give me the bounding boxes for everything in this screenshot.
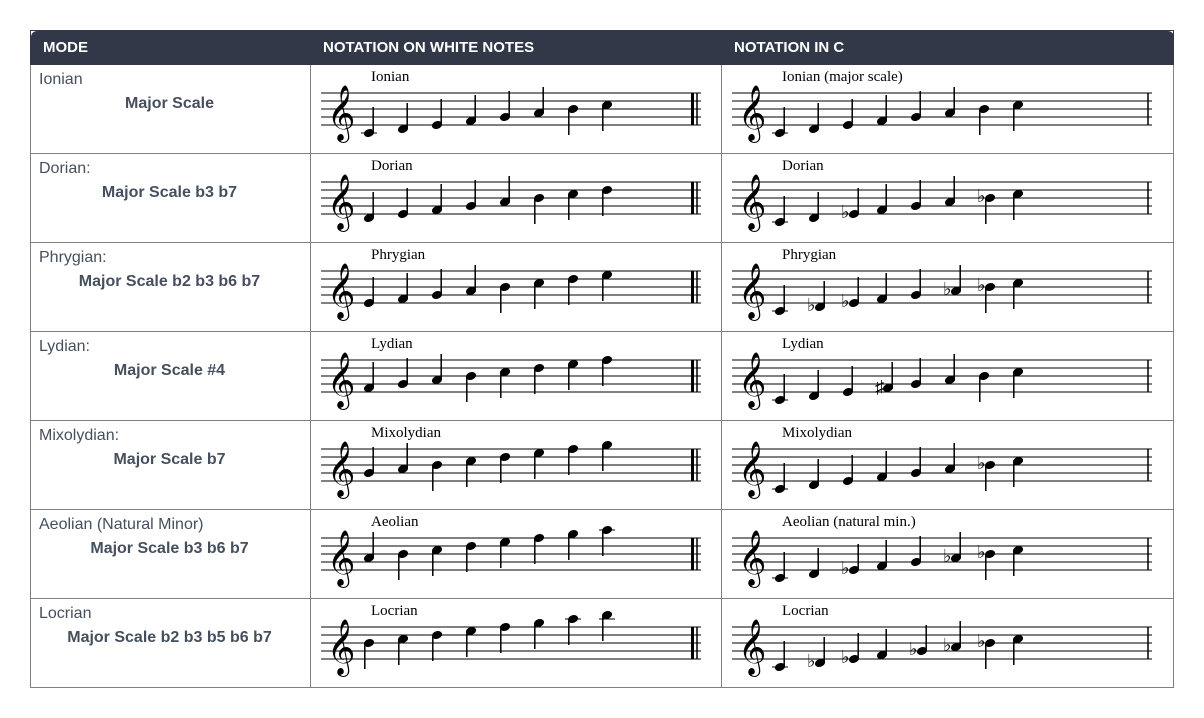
table-row: Aeolian (Natural Minor) Major Scale b3 b6… [31,510,1174,599]
svg-text:♭: ♭ [807,295,816,315]
mode-formula: Major Scale [39,95,300,113]
svg-text:♭: ♭ [977,631,986,651]
staff-label: Lydian [369,336,415,353]
notation-in-c-cell: Dorian 𝄞 ♭ ♭ [722,154,1174,243]
staff-label: Phrygian [780,247,838,264]
mode-name: Ionian [39,71,300,89]
mode-cell: Mixolydian: Major Scale b7 [31,421,311,510]
svg-text:𝄞: 𝄞 [327,620,355,677]
svg-text:𝄞: 𝄞 [738,442,766,499]
staff-label: Locrian [780,603,831,620]
svg-text:♯: ♯ [875,377,884,397]
mode-formula: Major Scale b2 b3 b5 b6 b7 [39,629,300,647]
col-header-mode: MODE [31,31,311,65]
mode-cell: Phrygian: Major Scale b2 b3 b6 b7 [31,243,311,332]
table-header-row: MODE NOTATION ON WHITE NOTES NOTATION IN… [31,31,1174,65]
svg-text:♭: ♭ [977,275,986,295]
notation-white-cell: Mixolydian 𝄞 [311,421,722,510]
notation-white-cell: Lydian 𝄞 [311,332,722,421]
table-row: Lydian: Major Scale #4 Lydian 𝄞 Lydian 𝄞 ♯ [31,332,1174,421]
notation-white-cell: Ionian 𝄞 [311,65,722,154]
mode-formula: Major Scale b3 b7 [39,184,300,202]
notation-white-cell: Phrygian 𝄞 [311,243,722,332]
table-row: Dorian: Major Scale b3 b7 Dorian 𝄞 Dorian 𝄞 ♭ ♭ [31,154,1174,243]
mode-name: Lydian: [39,338,300,356]
notation-white-cell: Aeolian 𝄞 [311,510,722,599]
notation-white-cell: Locrian 𝄞 [311,599,722,688]
modes-table: MODE NOTATION ON WHITE NOTES NOTATION IN… [30,30,1174,688]
table-row: IonianMajor ScaleIonian𝄞Ionian (major sc… [31,65,1174,154]
staff-label: Dorian [369,158,415,175]
notation-white-cell: Dorian 𝄞 [311,154,722,243]
staff-label: Mixolydian [780,425,854,442]
staff-label: Ionian [369,69,411,86]
staff-label: Mixolydian [369,425,443,442]
svg-text:♭: ♭ [841,558,850,578]
table-row: Mixolydian:Major Scale b7Mixolydian𝄞Mixo… [31,421,1174,510]
svg-text:𝄞: 𝄞 [327,86,355,143]
staff-label: Aeolian [369,514,420,531]
mode-name: Aeolian (Natural Minor) [39,516,300,534]
staff-label: Lydian [780,336,826,353]
staff-label: Ionian (major scale) [780,69,905,86]
mode-cell: Dorian: Major Scale b3 b7 [31,154,311,243]
col-header-white: NOTATION ON WHITE NOTES [311,31,722,65]
svg-text:♭: ♭ [841,647,850,667]
mode-formula: Major Scale b2 b3 b6 b7 [39,273,300,291]
svg-text:𝄞: 𝄞 [738,620,766,677]
svg-text:♭: ♭ [841,291,850,311]
mode-cell: Lydian: Major Scale #4 [31,332,311,421]
svg-text:𝄞: 𝄞 [738,353,766,410]
notation-in-c-cell: Lydian 𝄞 ♯ [722,332,1174,421]
mode-formula: Major Scale #4 [39,362,300,380]
svg-text:𝄞: 𝄞 [738,175,766,232]
svg-text:𝄞: 𝄞 [327,353,355,410]
notation-in-c-cell: Locrian 𝄞 ♭ ♭ ♭ ♭ ♭ [722,599,1174,688]
mode-cell: Aeolian (Natural Minor) Major Scale b3 b6… [31,510,311,599]
mode-name: Dorian: [39,160,300,178]
notation-in-c-cell: Mixolydian 𝄞 ♭ [722,421,1174,510]
notation-in-c-cell: Ionian (major scale) 𝄞 [722,65,1174,154]
mode-formula: Major Scale b3 b6 b7 [39,540,300,558]
staff-label: Aeolian (natural min.) [780,514,918,531]
svg-text:𝄞: 𝄞 [738,531,766,588]
notation-in-c-cell: Aeolian (natural min.) 𝄞 ♭ ♭ ♭ [722,510,1174,599]
svg-text:𝄞: 𝄞 [327,442,355,499]
svg-text:𝄞: 𝄞 [327,531,355,588]
svg-text:𝄞: 𝄞 [327,175,355,232]
mode-cell: Ionian Major Scale [31,65,311,154]
staff-label: Locrian [369,603,420,620]
svg-text:𝄞: 𝄞 [738,86,766,143]
staff-label: Dorian [780,158,826,175]
svg-text:♭: ♭ [909,639,918,659]
svg-text:♭: ♭ [943,546,952,566]
svg-text:𝄞: 𝄞 [738,264,766,321]
svg-text:𝄞: 𝄞 [327,264,355,321]
svg-text:♭: ♭ [943,635,952,655]
svg-text:♭: ♭ [943,279,952,299]
col-header-in-c: NOTATION IN C [722,31,1174,65]
table-row: LocrianMajor Scale b2 b3 b5 b6 b7Locrian… [31,599,1174,688]
mode-name: Phrygian: [39,249,300,267]
mode-cell: Locrian Major Scale b2 b3 b5 b6 b7 [31,599,311,688]
svg-text:♭: ♭ [807,651,816,671]
notation-in-c-cell: Phrygian 𝄞 ♭ ♭ ♭ ♭ [722,243,1174,332]
svg-text:♭: ♭ [977,186,986,206]
staff-label: Phrygian [369,247,427,264]
svg-text:♭: ♭ [977,542,986,562]
svg-text:♭: ♭ [841,202,850,222]
mode-formula: Major Scale b7 [39,451,300,469]
mode-name: Locrian [39,605,300,623]
table-row: Phrygian:Major Scale b2 b3 b6 b7Phrygian… [31,243,1174,332]
mode-name: Mixolydian: [39,427,300,445]
svg-text:♭: ♭ [977,453,986,473]
